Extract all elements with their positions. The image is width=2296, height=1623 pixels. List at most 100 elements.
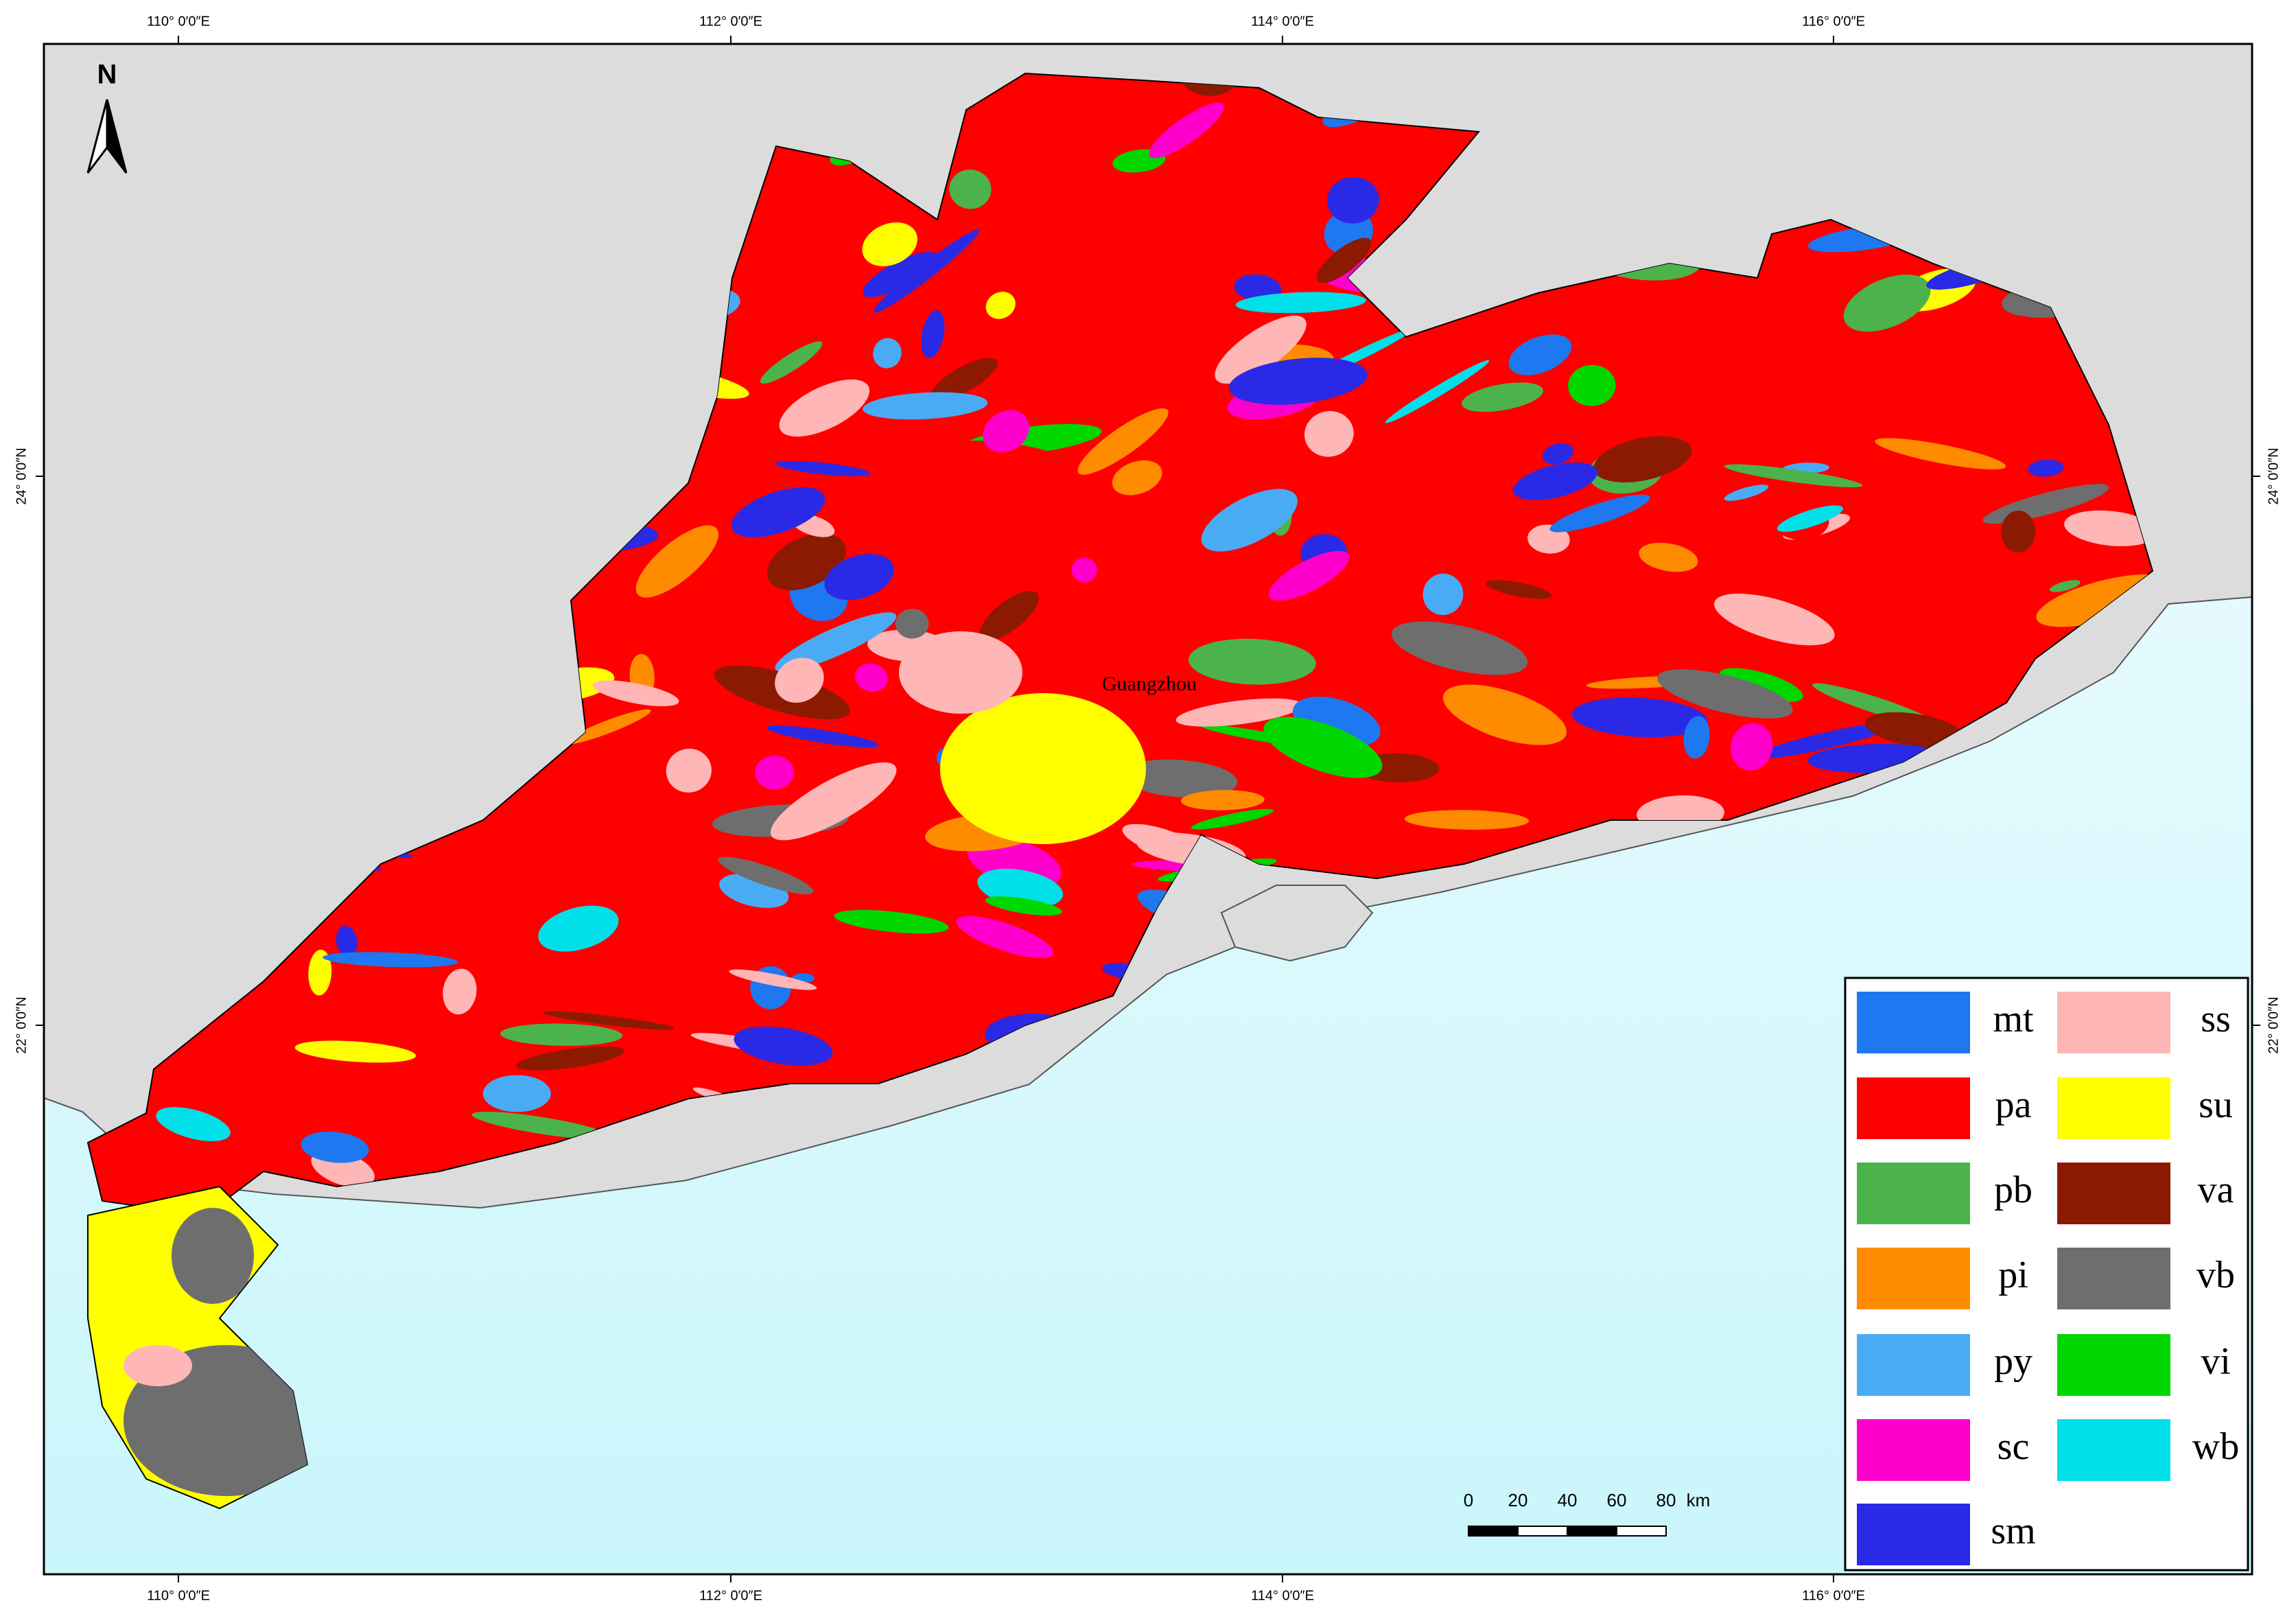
unit [1422, 573, 1464, 616]
north-label: N [97, 60, 117, 90]
legend-swatch [1857, 1077, 1970, 1139]
unit [1316, 237, 1372, 283]
graticule-label: 110° 0′0″E [147, 1588, 210, 1603]
scale-bar: 0 20 40 60 80 km [1464, 1490, 1711, 1537]
unit [775, 612, 897, 672]
unit [949, 170, 992, 209]
unit [1875, 438, 2006, 470]
unit [899, 631, 1022, 714]
unit [592, 680, 679, 707]
scale-label: 20 [1508, 1490, 1528, 1510]
unit [172, 1208, 254, 1304]
legend-label: sm [1991, 1510, 2035, 1552]
unit [734, 1026, 833, 1066]
unit [268, 0, 327, 18]
map-frame [43, 43, 2253, 1576]
unit [840, 259, 863, 284]
unit [1607, 0, 1664, 5]
unit [1326, 176, 1379, 224]
unit [2028, 459, 2064, 477]
unit [949, 23, 1065, 40]
unit [940, 693, 1146, 844]
unit [921, 310, 945, 358]
unit [760, 341, 823, 384]
unit [666, 748, 712, 793]
unit [931, 358, 998, 400]
graticule-label: 114° 0′0″E [1251, 1588, 1314, 1603]
graticule-label: 22° 0′0″N [14, 996, 29, 1053]
unit [1865, 712, 1965, 749]
unit [863, 251, 938, 297]
unit [779, 379, 870, 437]
legend-swatch [1857, 992, 1970, 1053]
unit [323, 952, 458, 968]
unit [1724, 484, 1769, 501]
unit [729, 969, 817, 990]
unit [294, 1040, 417, 1063]
unit [1359, 0, 1455, 33]
legend-label: su [2199, 1084, 2233, 1126]
legend-swatch [1857, 1163, 1970, 1224]
unit [948, 441, 1062, 465]
scale-unit: km [1687, 1490, 1711, 1510]
unit [1639, 542, 1698, 572]
legend-label: py [1994, 1340, 2033, 1383]
scale-segment [1468, 1526, 1519, 1537]
scale-label: 80 [1656, 1490, 1676, 1510]
unit [538, 905, 619, 952]
unit [1657, 669, 1793, 719]
unit [1077, 408, 1169, 475]
unit [124, 1345, 192, 1386]
unit [301, 1131, 369, 1163]
units [124, 1208, 307, 1496]
legend-swatch [2057, 1334, 2170, 1396]
unit [834, 909, 949, 934]
city-label: Guangzhou [1102, 673, 1197, 695]
unit [874, 229, 979, 313]
unit [777, 237, 853, 295]
unit [1724, 464, 1863, 488]
graticule-label: 116° 0′0″E [1802, 1588, 1865, 1603]
unit [1121, 759, 1238, 797]
unit [542, 1011, 675, 1030]
unit [635, 525, 719, 598]
legend-label: ss [2201, 998, 2231, 1040]
unit [1149, 102, 1224, 159]
unit [1263, 716, 1383, 778]
legend-swatch [2057, 1163, 2170, 1224]
graticule-label: 24° 0′0″N [14, 447, 29, 504]
unit [1513, 462, 1598, 500]
unit [1385, 360, 1490, 423]
unit [1444, 8, 1479, 21]
legend-swatch [2057, 1248, 2170, 1309]
legend-label: pa [1995, 1084, 2032, 1126]
unit [661, 611, 797, 659]
unit [1928, 314, 2041, 335]
graticule-label: 114° 0′0″E [1251, 14, 1314, 29]
unit [500, 1023, 623, 1046]
unit [862, 222, 917, 266]
unit [1568, 364, 1616, 406]
unit [1442, 684, 1567, 745]
unit [516, 1046, 624, 1071]
unit [1235, 292, 1366, 314]
unit [1392, 621, 1528, 675]
unit [1719, 668, 1803, 702]
unit [766, 725, 879, 747]
unit [1924, 0, 2011, 19]
graticule-label: 110° 0′0″E [147, 14, 210, 29]
legend-swatch [1857, 1419, 1970, 1481]
unit [1486, 580, 1551, 599]
unit [1462, 382, 1543, 412]
unit [1756, 722, 1897, 759]
legend-label: sc [1998, 1425, 2030, 1468]
unit [2064, 510, 2153, 546]
scale-segment [1567, 1526, 1617, 1537]
unit [1175, 698, 1302, 727]
unit [1191, 808, 1274, 830]
legend-swatch [1857, 1248, 1970, 1309]
legend-label: vi [2201, 1340, 2231, 1383]
unit [985, 292, 1016, 319]
unit [775, 657, 824, 703]
scale-label: 0 [1464, 1490, 1473, 1510]
